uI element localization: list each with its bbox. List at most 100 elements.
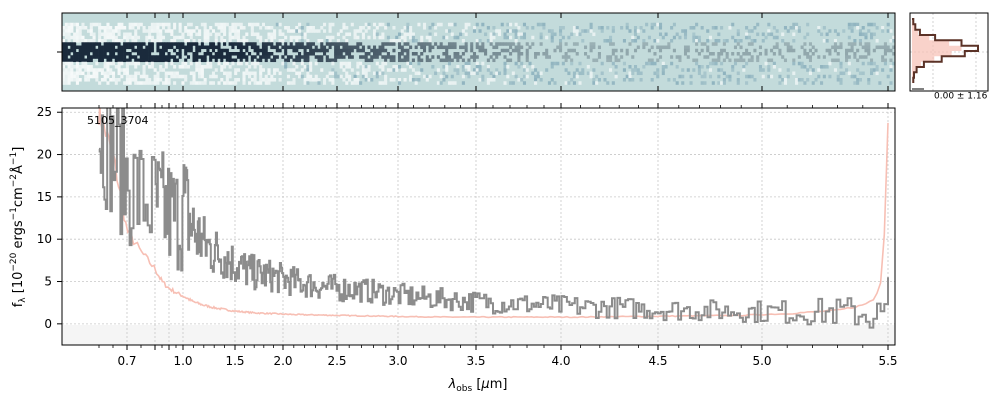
spectrum-2d-pixel	[331, 71, 335, 76]
spectrum-2d-pixel	[706, 55, 710, 59]
spectrum-2d-pixel	[409, 32, 413, 37]
spectrum-2d-pixel	[186, 55, 191, 59]
spectrum-2d-pixel	[170, 71, 174, 76]
spectrum-2d-pixel	[139, 81, 143, 85]
spectrum-2d-pixel	[733, 45, 738, 50]
spectrum-2d-pixel	[845, 52, 849, 56]
spectrum-2d-pixel	[853, 39, 857, 43]
spectrum-2d-pixel	[597, 26, 601, 30]
spectrum-2d-pixel	[325, 39, 329, 43]
spectrum-2d-pixel	[298, 55, 302, 59]
spectrum-2d-pixel	[67, 58, 71, 63]
spectrum-2d-pixel	[145, 52, 149, 56]
spectrum-2d-pixel	[428, 39, 432, 43]
spectrum-2d-pixel	[173, 35, 177, 40]
spectrum-2d-pixel	[192, 52, 196, 56]
spectrum-2d-pixel	[234, 29, 238, 33]
spectrum-2d-pixel	[364, 78, 368, 82]
spectrum-2d-pixel	[156, 42, 160, 46]
spectrum-2d-pixel	[264, 48, 268, 53]
spectrum-2d-pixel	[225, 58, 229, 63]
spectrum-2d-pixel	[472, 55, 477, 59]
spectrum-2d-pixel	[298, 58, 302, 63]
spectrum-2d-pixel	[323, 22, 327, 27]
spectrum-2d-pixel	[217, 26, 221, 30]
profile-lines	[912, 18, 979, 90]
spectrum-2d-pixel	[192, 39, 196, 43]
spatial-profile-panel: 0.00 ± 1.16	[909, 12, 989, 102]
spectrum-2d-pixel	[411, 52, 415, 56]
spectrum-2d-pixel	[392, 55, 396, 59]
spectrum-2d-pixel	[761, 68, 765, 72]
main-ticks: 0.7 1.0 1.5 2.0 2.5 3.0 3.5 4.0 4.5 5.0 5.50510152…	[37, 103, 898, 368]
spectrum-2d-pixel	[270, 74, 274, 79]
spectrum-2d-pixel	[217, 61, 221, 66]
spectrum-2d-pixel	[681, 29, 685, 33]
spectrum-2d-pixel	[67, 78, 71, 82]
spectrum-2d-pixel	[739, 58, 743, 63]
spectrum-2d-pixel	[417, 58, 421, 63]
spectrum-2d-pixel	[331, 22, 335, 27]
spectrum-2d-pixel	[503, 81, 507, 85]
spectrum-2d-pixel	[836, 74, 840, 79]
spectrum-2d-pixel	[342, 35, 346, 40]
spectrum-2d-pixel	[497, 42, 502, 46]
spectrum-2d-pixel	[300, 74, 304, 79]
spectrum-2d-pixel	[708, 35, 713, 40]
spectrum-2d-pixel	[150, 29, 154, 33]
spectrum-2d-pixel	[167, 45, 171, 50]
spectrum-2d-pixel	[289, 81, 293, 85]
spectrum-2d-pixel	[78, 45, 82, 50]
spectrum-2d-pixel	[173, 39, 177, 43]
spectrum-2d-pixel	[428, 26, 432, 30]
spectrum-2d-pixel	[264, 74, 268, 79]
spectrum-2d-pixel	[62, 71, 66, 76]
spectrum-2d-pixel	[70, 29, 74, 33]
spectrum-2d-pixel	[531, 65, 535, 69]
spectrum-2d-pixel	[117, 42, 121, 46]
spectrum-2d-pixel	[300, 61, 304, 66]
spectrum-2d-pixel	[772, 52, 776, 56]
spectrum-2d-pixel	[259, 55, 263, 59]
spectrum-2d-pixel	[575, 74, 579, 79]
spectrum-2d-pixel	[186, 48, 191, 53]
spectrum-2d-pixel	[445, 55, 449, 59]
spectrum-2d-pixel	[150, 39, 154, 43]
spectrum-2d-pixel	[267, 52, 271, 56]
spectrum-2d-pixel	[758, 65, 763, 69]
error-spectrum-line	[98, 108, 889, 319]
spectrum-2d-pixel	[417, 78, 421, 82]
spectrum-2d-pixel	[378, 45, 382, 50]
spectrum-2d-pixel	[259, 58, 263, 63]
spectrum-2d-pixel	[150, 22, 154, 27]
spectrum-2d-pixel	[661, 65, 665, 69]
spectrum-2d-pixel	[828, 29, 832, 33]
below-zero-band	[62, 325, 895, 345]
spectrum-2d-pixel	[128, 52, 132, 56]
spectrum-2d-pixel	[397, 78, 402, 82]
spectrum-2d-pixel	[300, 68, 304, 72]
spectrum-2d-pixel	[870, 22, 874, 27]
spectrum-2d-pixel	[420, 58, 424, 63]
spectrum-2d-pixel	[359, 48, 363, 53]
spectrum-2d-pixel	[592, 68, 596, 72]
spectrum-2d-pixel	[92, 52, 96, 56]
y-tick-label: 20	[37, 148, 52, 162]
spectrum-2d-pixel	[461, 39, 465, 43]
spectrum-2d-pixel	[161, 26, 166, 30]
spectrum-2d-pixel	[525, 58, 529, 63]
spectrum-2d-pixel	[845, 58, 849, 63]
spectrum-2d-pixel	[306, 45, 310, 50]
spectrum-2d-pixel	[883, 61, 887, 66]
spectrum-2d-pixel	[489, 39, 493, 43]
spectrum-2d-pixel	[120, 74, 124, 79]
spectrum-2d-pixel	[475, 39, 479, 43]
spectrum-2d-pixel	[192, 42, 196, 46]
spectrum-2d-pixel	[178, 42, 182, 46]
spectrum-2d-pixel	[64, 42, 68, 46]
spectrum-2d-pixel	[417, 71, 421, 76]
spectrum-2d-pixel	[309, 74, 313, 79]
spectrum-2d-pixel	[134, 35, 138, 40]
spectrum-2d-pixel	[628, 71, 632, 76]
spectrum-2d-pixel	[167, 22, 171, 27]
